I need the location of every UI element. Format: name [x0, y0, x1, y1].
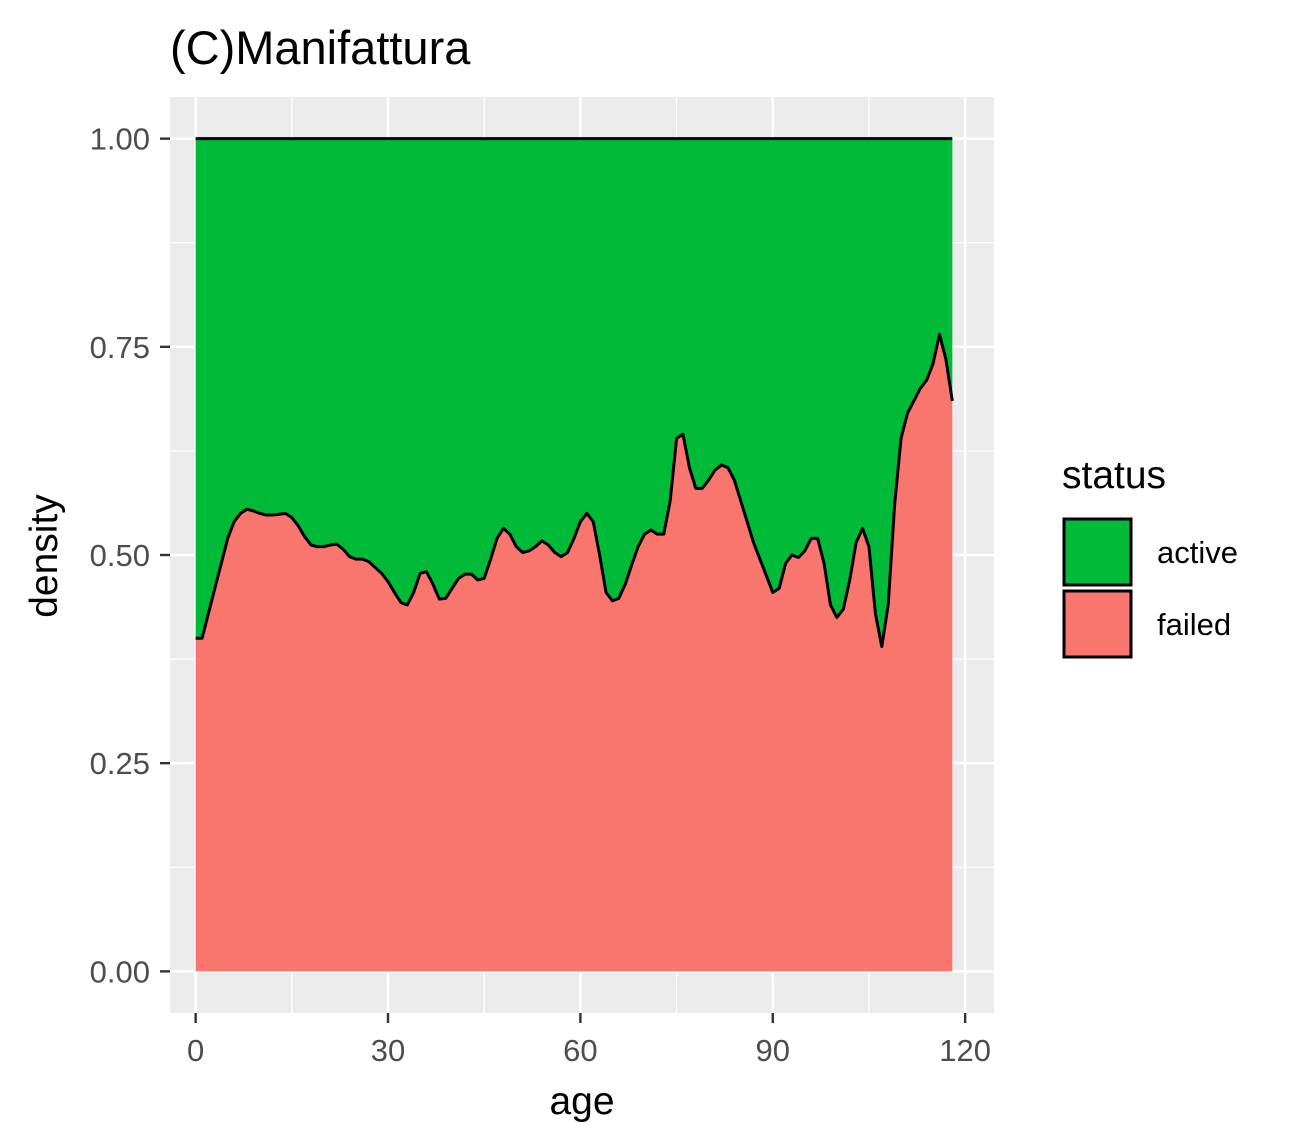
x-tick-label: 0: [187, 1033, 204, 1068]
legend-entries: active failed: [1062, 517, 1238, 659]
line-failed-boundary: [195, 332, 954, 649]
legend-key-active: [1062, 517, 1133, 587]
x-tick-label: 90: [756, 1033, 790, 1068]
stacked-areas: [195, 138, 953, 972]
y-axis: 0.00 0.25 0.50 0.75 1.00: [90, 122, 170, 989]
y-tick-label: 0.25: [90, 746, 150, 781]
x-tick-label: 60: [563, 1033, 597, 1068]
y-tick-label: 0.75: [90, 330, 150, 365]
y-tick-label: 0.50: [90, 538, 150, 573]
legend-label-active: active: [1157, 535, 1238, 570]
y-axis-title: density: [23, 494, 66, 618]
x-tick-label: 30: [371, 1033, 405, 1068]
area-active: [195, 138, 953, 647]
area-failed: [195, 334, 953, 972]
density-outlines: [195, 137, 954, 649]
x-tick-label: 120: [939, 1033, 991, 1068]
y-tick-label: 1.00: [90, 122, 150, 157]
legend-label-failed: failed: [1157, 607, 1231, 642]
x-axis: 0 30 60 90 120: [187, 1013, 991, 1068]
x-axis-title: age: [549, 1080, 614, 1123]
legend: status active failed: [1062, 454, 1238, 659]
legend-title: status: [1062, 454, 1166, 497]
y-tick-label: 0.00: [90, 954, 150, 989]
legend-key-failed: [1062, 589, 1133, 659]
chart-title: (C)Manifattura: [170, 21, 471, 74]
